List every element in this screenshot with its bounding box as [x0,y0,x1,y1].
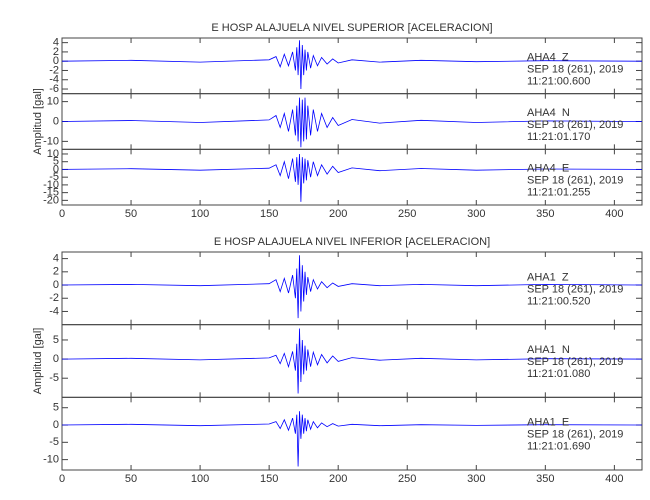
x-tick-label: 200 [329,473,347,485]
x-tick-label: 100 [191,473,209,485]
chart-title: E HOSP ALAJUELA NIVEL SUPERIOR [ACELERAC… [211,22,492,34]
trace-name: AHA1 E [527,417,569,429]
y-tick-label: -4 [49,305,59,317]
waveform [61,255,643,319]
x-tick-label: 300 [467,208,485,220]
y-tick-label: 4 [53,253,59,265]
x-tick-label: 400 [605,473,623,485]
x-tick-label: 400 [605,208,623,220]
y-tick-label: 5 [53,402,59,414]
y-tick-label: 2 [53,46,59,58]
waveform [61,411,643,467]
trace-name: AHA4 E [527,163,569,175]
panel-frame [61,396,643,471]
y-tick-label: 0 [53,115,59,127]
waveform [61,40,643,90]
trace-date: SEP 18 (261), 2019 [527,283,623,295]
y-tick-label: -2 [49,292,59,304]
trace-name: AHA4 N [527,107,570,119]
y-tick-label: -10 [43,454,59,466]
trace-date: SEP 18 (261), 2019 [527,356,623,368]
trace-date: SEP 18 (261), 2019 [527,63,623,75]
x-tick-label: 350 [536,208,554,220]
trace-time: 11:21:01.690 [527,441,590,453]
y-tick-label: 0 [53,279,59,291]
waveform [61,97,643,148]
trace-date: SEP 18 (261), 2019 [527,429,623,441]
trace-time: 11:21:01.080 [527,368,590,380]
x-tick-label: 250 [398,208,416,220]
x-tick-label: 0 [59,208,65,220]
y-tick-label: 2 [53,266,59,278]
chart-title: E HOSP ALAJUELA NIVEL INFERIOR [ACELERAC… [214,236,490,248]
y-tick-label: -10 [43,135,59,147]
waveform [61,153,643,202]
trace-time: 11:21:01.255 [527,187,590,199]
y-tick-label: -4 [49,74,59,86]
y-tick-label: -6 [49,83,59,95]
waveform [61,328,643,394]
y-tick-label: -20 [43,194,59,206]
trace-time: 11:21:00.600 [527,75,590,87]
y-tick-label: 0 [53,419,59,431]
x-tick-label: 150 [260,208,278,220]
x-tick-label: 50 [125,208,137,220]
x-tick-label: 200 [329,208,347,220]
trace-date: SEP 18 (261), 2019 [527,175,623,187]
x-tick-label: 100 [191,208,209,220]
y-tick-label: -5 [49,436,59,448]
y-tick-label: -5 [49,171,59,183]
y-tick-label: 10 [47,96,59,108]
y-tick-label: 4 [53,37,59,49]
y-tick-label: 5 [53,334,59,346]
y-axis-label: Amplitud [gal] [32,328,44,395]
y-tick-label: 10 [47,148,59,160]
trace-date: SEP 18 (261), 2019 [527,119,623,131]
trace-time: 11:21:01.170 [527,131,590,143]
y-tick-label: -5 [49,372,59,384]
x-tick-label: 350 [536,473,554,485]
trace-name: AHA1 Z [527,271,569,283]
y-tick-label: 5 [53,156,59,168]
x-tick-label: 150 [260,473,278,485]
trace-name: AHA1 N [527,344,570,356]
y-tick-label: 0 [53,353,59,365]
x-tick-label: 0 [59,473,65,485]
trace-time: 11:21:00.520 [527,295,590,307]
y-axis-label: Amplitud [gal] [32,88,44,155]
trace-name: AHA4 Z [527,51,569,63]
y-tick-label: -15 [43,187,59,199]
x-tick-label: 250 [398,473,416,485]
x-tick-label: 50 [125,473,137,485]
y-tick-label: 0 [53,163,59,175]
y-tick-label: -10 [43,179,59,191]
x-tick-label: 300 [467,473,485,485]
y-tick-label: -2 [49,64,59,76]
y-tick-label: 0 [53,55,59,67]
